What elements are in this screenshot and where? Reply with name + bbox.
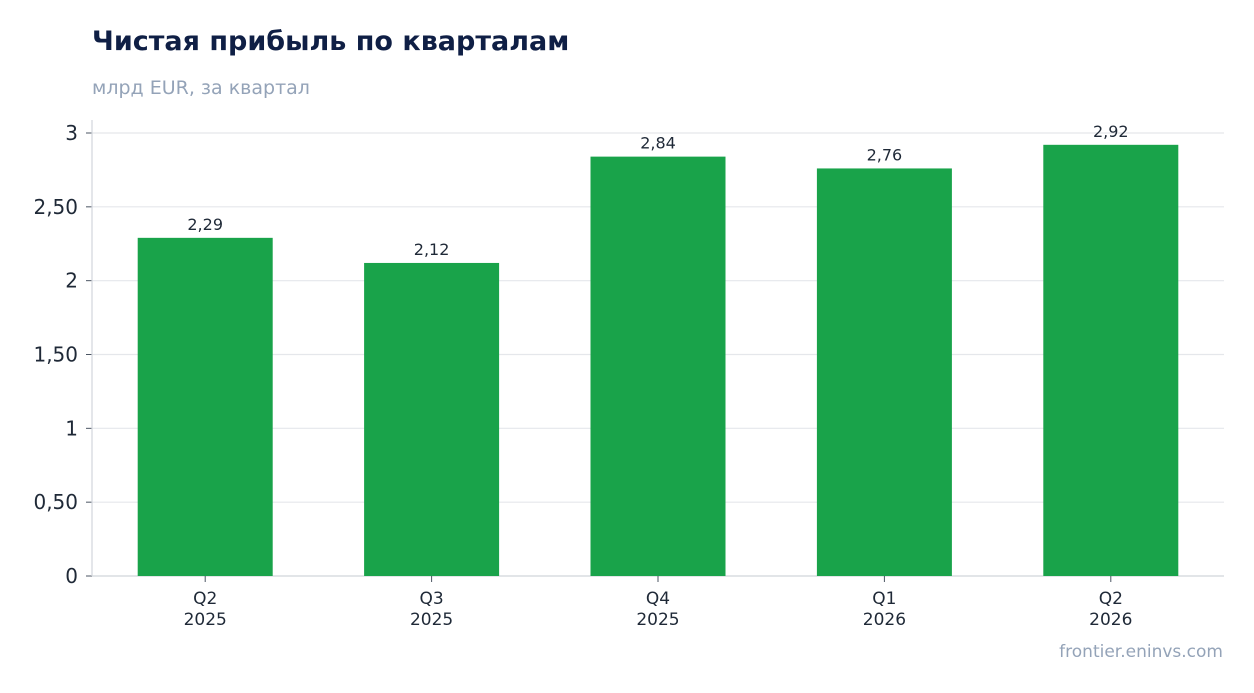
x-tick-label-year: 2026 xyxy=(863,610,906,630)
x-tick-label-year: 2025 xyxy=(636,610,679,630)
x-tick-label-year: 2025 xyxy=(410,610,453,630)
x-tick-label-quarter: Q2 xyxy=(1099,589,1123,609)
bar xyxy=(1043,144,1179,576)
data-label: 2,84 xyxy=(640,134,676,153)
bar xyxy=(364,262,500,576)
bar xyxy=(590,156,726,577)
x-tick-label-quarter: Q3 xyxy=(419,589,443,609)
data-label: 2,92 xyxy=(1093,122,1129,141)
y-tick-label: 2,50 xyxy=(33,195,78,219)
y-tick-label: 2 xyxy=(65,269,78,293)
data-label: 2,76 xyxy=(867,145,903,164)
bar xyxy=(816,168,952,576)
y-tick-label: 1,50 xyxy=(33,343,78,367)
x-tick-label-year: 2025 xyxy=(184,610,227,630)
y-tick-labels: 0 0,50 1 1,50 2 2,50 3 xyxy=(33,121,78,588)
y-tick-label: 3 xyxy=(65,121,78,145)
bar xyxy=(137,237,273,577)
x-tick-label-year: 2026 xyxy=(1089,610,1132,630)
y-tick-label: 0 xyxy=(65,564,78,588)
data-labels: 2,29 2,12 2,84 2,76 2,92 xyxy=(187,122,1128,259)
chart-title: Чистая прибыль по кварталам xyxy=(92,26,570,57)
bars xyxy=(137,144,1179,577)
y-tick-label: 0,50 xyxy=(33,490,78,514)
source-credit: frontier.eninvs.com xyxy=(1059,642,1223,662)
x-tick-label-quarter: Q2 xyxy=(193,589,217,609)
x-tick-label-quarter: Q4 xyxy=(646,589,670,609)
data-label: 2,29 xyxy=(187,215,223,234)
y-tick-label: 1 xyxy=(65,416,78,440)
chart-subtitle: млрд EUR, за квартал xyxy=(92,77,310,99)
x-tick-label-quarter: Q1 xyxy=(872,589,896,609)
data-label: 2,12 xyxy=(414,240,450,259)
